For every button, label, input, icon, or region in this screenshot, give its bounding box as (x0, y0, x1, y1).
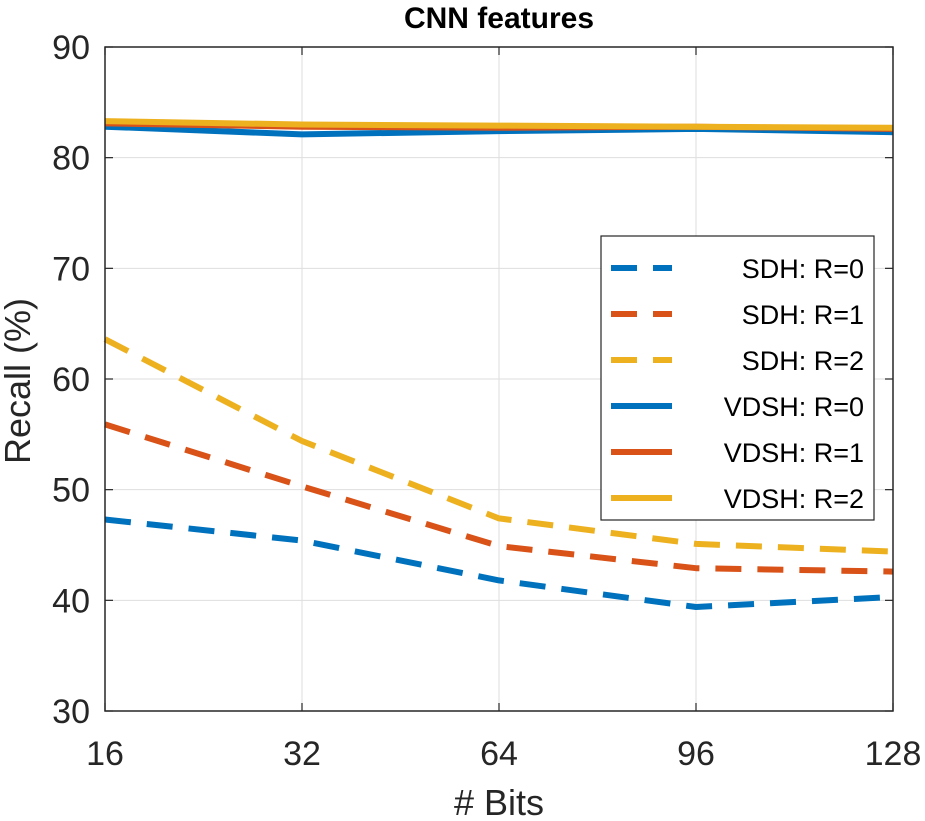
y-tick-label: 30 (52, 693, 90, 731)
y-tick-label: 90 (52, 29, 90, 67)
legend-label: VDSH: R=1 (724, 438, 864, 468)
legend: SDH: R=0 SDH: R=1 SDH: R=2 VDSH: R=0 VDSH: R… (600, 235, 875, 521)
series-line-sdh-r-2 (103, 336, 894, 555)
y-tick-label: 80 (52, 140, 90, 178)
legend-box (600, 235, 875, 521)
tick-labels: 16 32 64 96 128 30 40 50 60 70 80 90 (52, 29, 921, 773)
series-line-vdsh-r-2 (104, 118, 894, 131)
chart-title: CNN features (404, 2, 594, 35)
series-layer (103, 118, 894, 610)
legend-label: VDSH: R=0 (724, 392, 864, 422)
x-tick-label: 128 (865, 735, 922, 773)
y-tick-label: 70 (52, 250, 90, 288)
legend-label: SDH: R=1 (742, 300, 864, 330)
y-axis-label: Recall (%) (0, 298, 38, 464)
series-line-sdh-r-0 (104, 516, 894, 610)
y-tick-label: 40 (52, 582, 90, 620)
legend-label: SDH: R=2 (742, 346, 864, 376)
legend-label: SDH: R=0 (742, 254, 864, 284)
x-tick-label: 32 (283, 735, 321, 773)
x-tick-label: 64 (480, 735, 518, 773)
y-tick-label: 60 (52, 361, 90, 399)
x-axis-label: # Bits (454, 782, 544, 821)
y-tick-label: 50 (52, 472, 90, 510)
x-tick-label: 96 (677, 735, 715, 773)
legend-label: VDSH: R=2 (724, 484, 864, 514)
x-tick-label: 16 (86, 735, 124, 773)
series-line-sdh-r-1 (104, 421, 894, 575)
